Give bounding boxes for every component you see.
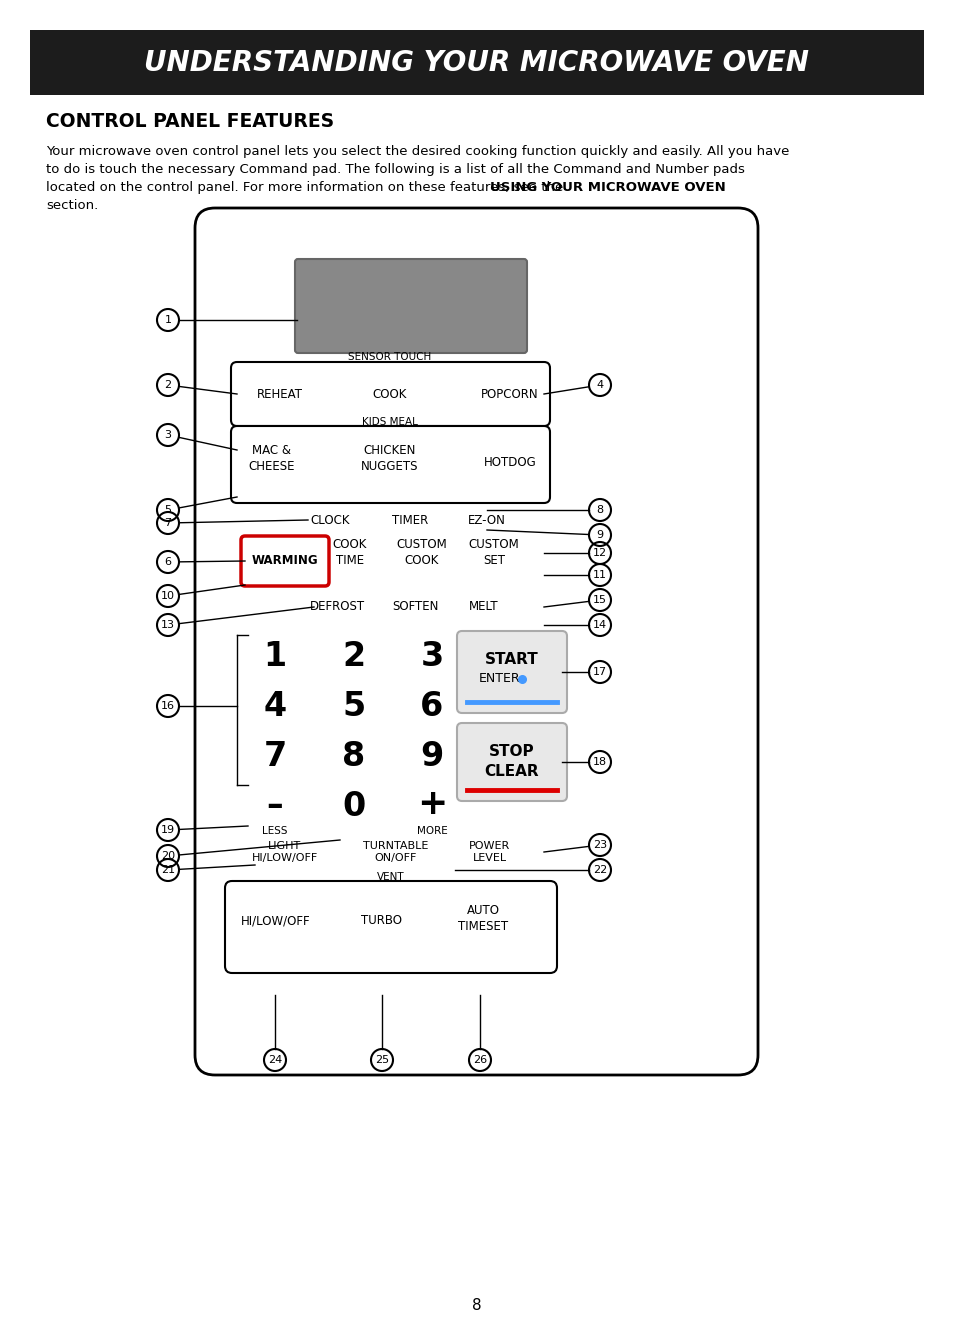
Text: 16: 16: [161, 701, 174, 711]
FancyBboxPatch shape: [231, 425, 550, 503]
Text: located on the control panel. For more information on these features, see the: located on the control panel. For more i…: [46, 181, 567, 195]
Text: 7: 7: [164, 518, 172, 527]
Text: STOP: STOP: [489, 745, 535, 760]
Text: MAC &
CHEESE: MAC & CHEESE: [249, 443, 294, 472]
Text: 22: 22: [592, 866, 606, 875]
Text: 12: 12: [593, 548, 606, 558]
Text: MELT: MELT: [469, 600, 498, 613]
Text: CUSTOM
COOK: CUSTOM COOK: [396, 538, 447, 568]
Text: KIDS MEAL: KIDS MEAL: [362, 417, 417, 427]
Text: 3: 3: [420, 640, 443, 672]
Text: 14: 14: [593, 620, 606, 629]
Text: CLEAR: CLEAR: [484, 765, 538, 780]
Text: HOTDOG: HOTDOG: [483, 455, 536, 468]
Text: TIMER: TIMER: [392, 514, 428, 526]
Text: 1: 1: [263, 640, 286, 672]
Text: 8: 8: [596, 505, 603, 515]
Text: 24: 24: [268, 1055, 282, 1066]
FancyBboxPatch shape: [225, 880, 557, 973]
Text: 5: 5: [164, 505, 172, 515]
Text: CLOCK: CLOCK: [310, 514, 350, 526]
Text: USING YOUR MICROWAVE OVEN: USING YOUR MICROWAVE OVEN: [490, 181, 725, 195]
Text: VENT: VENT: [376, 872, 404, 882]
Text: 5: 5: [342, 690, 365, 722]
Text: 13: 13: [161, 620, 174, 629]
FancyBboxPatch shape: [30, 30, 923, 95]
Text: CONTROL PANEL FEATURES: CONTROL PANEL FEATURES: [46, 111, 334, 132]
Text: 1: 1: [164, 315, 172, 325]
Text: EZ-ON: EZ-ON: [468, 514, 505, 526]
Text: LIGHT
HI/LOW/OFF: LIGHT HI/LOW/OFF: [252, 841, 317, 863]
Text: DEFROST: DEFROST: [309, 600, 364, 613]
Text: COOK: COOK: [373, 388, 407, 400]
Text: HI/LOW/OFF: HI/LOW/OFF: [241, 914, 311, 927]
Text: SOFTEN: SOFTEN: [392, 600, 437, 613]
Text: 26: 26: [473, 1055, 487, 1066]
Text: 6: 6: [420, 690, 443, 722]
Text: LESS: LESS: [262, 825, 288, 836]
FancyBboxPatch shape: [241, 535, 329, 586]
Text: 4: 4: [263, 690, 286, 722]
Text: 20: 20: [161, 851, 175, 862]
Text: SENSOR TOUCH: SENSOR TOUCH: [348, 352, 431, 362]
Text: 19: 19: [161, 825, 175, 835]
Text: +: +: [416, 786, 447, 821]
Text: 15: 15: [593, 595, 606, 605]
Text: ENTER: ENTER: [478, 672, 520, 686]
Text: START: START: [485, 652, 538, 667]
Text: MORE: MORE: [416, 825, 447, 836]
Text: TURBO: TURBO: [361, 914, 402, 927]
Text: 2: 2: [342, 640, 365, 672]
Text: 3: 3: [164, 429, 172, 440]
Text: TURNTABLE
ON/OFF: TURNTABLE ON/OFF: [363, 841, 428, 863]
FancyBboxPatch shape: [456, 631, 566, 713]
Text: WARMING: WARMING: [252, 554, 318, 568]
Text: 8: 8: [342, 739, 365, 773]
Text: CUSTOM
SET: CUSTOM SET: [468, 538, 518, 568]
Text: –: –: [267, 789, 283, 823]
Text: 17: 17: [593, 667, 606, 676]
Text: 9: 9: [420, 739, 443, 773]
Text: section.: section.: [46, 199, 98, 212]
FancyBboxPatch shape: [294, 259, 526, 353]
Text: 10: 10: [161, 590, 174, 601]
Text: 6: 6: [164, 557, 172, 568]
Text: COOK
TIME: COOK TIME: [333, 538, 367, 568]
Text: 21: 21: [161, 866, 175, 875]
Text: REHEAT: REHEAT: [256, 388, 303, 400]
Text: 25: 25: [375, 1055, 389, 1066]
Text: POPCORN: POPCORN: [480, 388, 538, 400]
Text: 4: 4: [596, 380, 603, 391]
Text: to do is touch the necessary Command pad. The following is a list of all the Com: to do is touch the necessary Command pad…: [46, 162, 744, 176]
FancyBboxPatch shape: [194, 208, 758, 1075]
Text: AUTO
TIMESET: AUTO TIMESET: [457, 903, 508, 933]
Text: 8: 8: [472, 1298, 481, 1312]
Text: 9: 9: [596, 530, 603, 539]
Text: POWER
LEVEL: POWER LEVEL: [469, 841, 510, 863]
FancyBboxPatch shape: [456, 723, 566, 801]
Text: 23: 23: [593, 840, 606, 849]
Text: 11: 11: [593, 570, 606, 580]
Text: 0: 0: [342, 789, 365, 823]
Text: Your microwave oven control panel lets you select the desired cooking function q: Your microwave oven control panel lets y…: [46, 145, 788, 158]
Text: 2: 2: [164, 380, 172, 391]
Text: 18: 18: [593, 757, 606, 768]
Text: CHICKEN
NUGGETS: CHICKEN NUGGETS: [361, 443, 418, 472]
Text: UNDERSTANDING YOUR MICROWAVE OVEN: UNDERSTANDING YOUR MICROWAVE OVEN: [144, 50, 809, 76]
Text: 7: 7: [263, 739, 286, 773]
FancyBboxPatch shape: [231, 362, 550, 425]
